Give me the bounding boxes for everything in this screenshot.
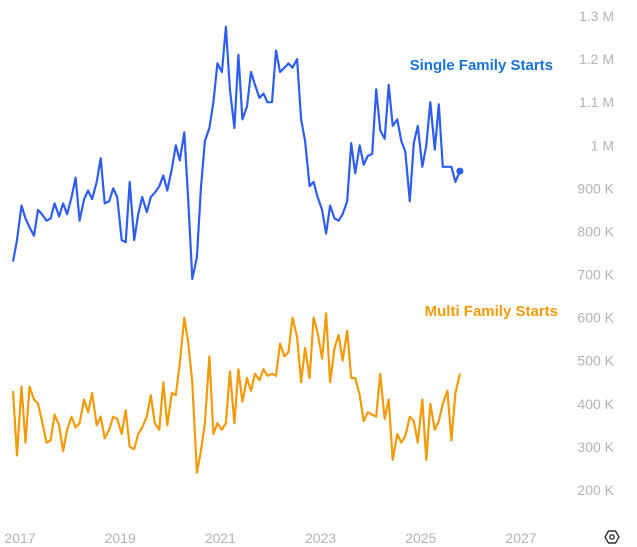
y-tick-label: 900 K xyxy=(577,180,614,196)
x-tick-label: 2019 xyxy=(105,530,136,546)
x-axis-ticks: 2017 2019 2021 2023 2025 2027 xyxy=(4,530,536,546)
y-tick-label: 1.2 M xyxy=(579,51,614,67)
y-tick-label: 600 K xyxy=(577,310,614,326)
y-tick-label: 400 K xyxy=(577,396,614,412)
series-line-multi-family xyxy=(11,312,461,474)
x-tick-label: 2023 xyxy=(305,530,336,546)
y-axis-ticks: 1.3 M 1.2 M 1.1 M 1 M 900 K 800 K 700 K 600 K 50… xyxy=(577,8,614,498)
y-tick-label: 700 K xyxy=(577,267,614,283)
series-line-single-family xyxy=(11,25,461,280)
x-tick-label: 2017 xyxy=(4,530,35,546)
x-tick-label: 2027 xyxy=(505,530,536,546)
y-tick-label: 500 K xyxy=(577,353,614,369)
y-tick-label: 300 K xyxy=(577,439,614,455)
y-tick-label: 1 M xyxy=(591,137,614,153)
gear-icon xyxy=(604,530,620,544)
series-label-multi-family: Multi Family Starts xyxy=(425,303,558,320)
series-lines xyxy=(11,25,464,474)
series-label-single-family: Single Family Starts xyxy=(410,57,553,74)
y-tick-label: 800 K xyxy=(577,223,614,239)
x-tick-label: 2025 xyxy=(405,530,436,546)
y-tick-label: 200 K xyxy=(577,482,614,498)
series-end-marker xyxy=(456,167,464,175)
settings-icon[interactable] xyxy=(602,527,622,547)
y-tick-label: 1.3 M xyxy=(579,8,614,24)
x-tick-label: 2021 xyxy=(205,530,236,546)
y-tick-label: 1.1 M xyxy=(579,94,614,110)
